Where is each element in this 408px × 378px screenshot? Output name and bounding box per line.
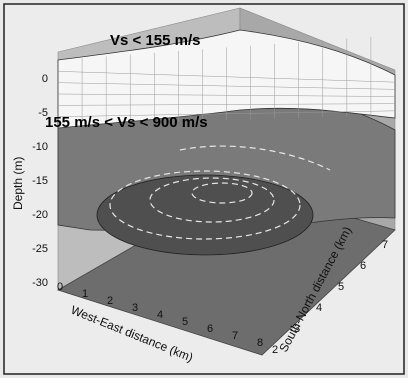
z-tick-label: -25 — [32, 243, 48, 255]
x-tick-label: 3 — [132, 302, 138, 314]
middle-layer-label: 155 m/s < Vs < 900 m/s — [45, 114, 208, 131]
contour-inner — [191, 182, 253, 204]
grid-line — [57, 93, 396, 97]
grid-line — [57, 71, 396, 83]
x-tick-label: 7 — [232, 330, 238, 342]
x-tick-label: 5 — [182, 316, 188, 328]
z-axis-label: Depth (m) — [11, 157, 25, 210]
y-tick-label: 6 — [360, 260, 366, 272]
z-axis-ticks: 0 -5 -10 -15 -20 -25 -30 — [32, 73, 48, 289]
grid-line — [57, 82, 396, 90]
z-tick-label: -10 — [32, 141, 48, 153]
top-layer-grid — [57, 36, 396, 125]
contour-outer — [109, 170, 301, 240]
y-tick-label: 5 — [338, 281, 344, 293]
x-tick-label: 2 — [107, 295, 113, 307]
z-tick-label: -30 — [32, 277, 48, 289]
grid-line — [57, 110, 396, 117]
z-tick-label: -20 — [32, 209, 48, 221]
x-axis-ticks: 0 1 2 3 4 5 6 7 8 — [57, 281, 263, 349]
y-axis-ticks: 2 3 4 5 6 7 — [272, 239, 388, 356]
contour-mid — [149, 177, 275, 223]
x-tick-label: 4 — [157, 309, 163, 321]
z-tick-label: -5 — [38, 107, 48, 119]
grid-line — [57, 103, 396, 106]
z-tick-label: -15 — [32, 175, 48, 187]
basin-depression — [96, 174, 314, 256]
y-tick-label: 7 — [382, 239, 388, 251]
y-tick-label: 3 — [294, 323, 300, 335]
x-tick-label: 0 — [57, 281, 63, 293]
x-tick-label: 6 — [207, 323, 213, 335]
x-tick-label: 8 — [257, 337, 263, 349]
y-tick-label: 2 — [272, 344, 278, 356]
y-tick-label: 4 — [316, 302, 322, 314]
z-tick-label: 0 — [42, 73, 48, 85]
top-layer-label: Vs < 155 m/s — [110, 32, 200, 49]
x-tick-label: 1 — [82, 288, 88, 300]
